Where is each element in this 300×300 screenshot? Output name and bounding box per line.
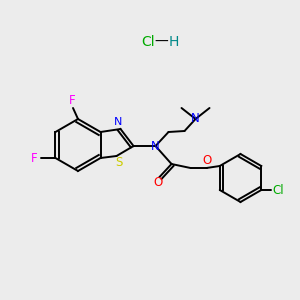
Text: O: O xyxy=(153,176,162,190)
Text: F: F xyxy=(69,94,75,107)
Text: H: H xyxy=(169,35,179,49)
Text: —: — xyxy=(154,35,168,49)
Text: S: S xyxy=(115,157,122,169)
Text: Cl: Cl xyxy=(141,35,155,49)
Text: O: O xyxy=(202,154,211,167)
Text: N: N xyxy=(151,140,160,152)
Text: N: N xyxy=(114,117,123,127)
Text: Cl: Cl xyxy=(272,184,284,196)
Text: F: F xyxy=(31,152,38,164)
Text: N: N xyxy=(191,112,200,125)
